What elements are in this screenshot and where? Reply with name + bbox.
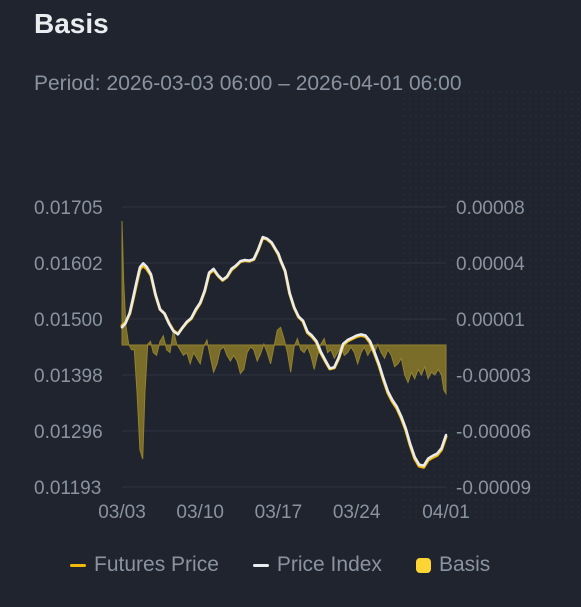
x-tick-label: 03/10 <box>176 502 224 523</box>
line-swatch-icon <box>252 563 269 567</box>
page-title: Basis <box>34 8 109 39</box>
legend-label: Futures Price <box>94 553 219 576</box>
right-y-tick-label: -0.00006 <box>456 422 531 443</box>
legend: Futures Price Price Index Basis <box>70 553 490 577</box>
chart-background-texture <box>400 90 581 520</box>
axis-labels: 0.01705 0.01602 0.01500 0.01398 0.01296 0.011… <box>34 198 531 523</box>
period-range: 2026-03-03 06:00 – 2026-04-01 06:00 <box>106 72 462 95</box>
right-y-tick-label: 0.00001 <box>456 310 525 331</box>
left-y-tick-label: 0.01193 <box>34 478 101 499</box>
right-y-tick-label: -0.00003 <box>456 366 531 387</box>
left-y-tick-label: 0.01602 <box>34 254 103 275</box>
left-y-tick-label: 0.01398 <box>34 366 103 387</box>
x-tick-label: 03/24 <box>333 502 381 523</box>
left-y-tick-label: 0.01705 <box>34 198 103 219</box>
basis-area <box>121 220 447 460</box>
price-lines <box>120 235 448 469</box>
x-tick-label: 03/17 <box>255 502 303 523</box>
right-y-tick-label: -0.00009 <box>456 478 531 499</box>
right-y-tick-label: 0.00008 <box>456 198 525 219</box>
period-text: Period: 2026-03-03 06:00 – 2026-04-01 06:… <box>34 72 468 96</box>
legend-label: Price Index <box>276 553 382 576</box>
x-tick-label: 04/01 <box>422 502 470 523</box>
x-tick-label: 03/03 <box>98 502 146 523</box>
legend-item-futures-price[interactable]: Futures Price <box>70 553 219 577</box>
square-swatch-icon <box>415 557 431 573</box>
right-y-tick-label: 0.00004 <box>456 254 525 275</box>
left-y-tick-label: 0.01500 <box>34 310 103 331</box>
line-swatch-icon <box>70 563 86 567</box>
basis-series <box>121 220 447 460</box>
price-index-line <box>120 235 448 467</box>
legend-label: Basis <box>438 553 491 576</box>
period-label: Period: <box>34 72 101 95</box>
legend-item-price-index[interactable]: Price Index <box>252 553 382 577</box>
left-y-tick-label: 0.01296 <box>34 422 103 443</box>
legend-item-basis[interactable]: Basis <box>415 553 491 577</box>
grid-lines <box>122 206 446 488</box>
